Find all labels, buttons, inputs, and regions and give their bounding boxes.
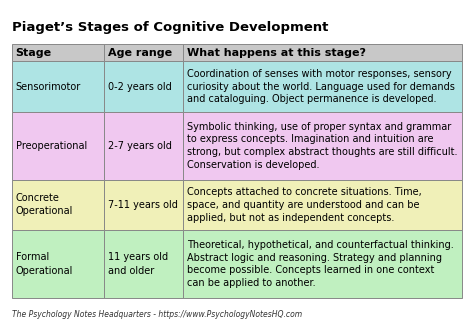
Text: Coordination of senses with motor responses, sensory
curiosity about the world. : Coordination of senses with motor respon…	[187, 69, 455, 104]
Text: What happens at this stage?: What happens at this stage?	[187, 48, 366, 58]
Text: 7-11 years old: 7-11 years old	[108, 200, 178, 210]
Text: 0-2 years old: 0-2 years old	[108, 82, 172, 92]
Text: The Psychology Notes Headquarters - https://www.PsychologyNotesHQ.com: The Psychology Notes Headquarters - http…	[12, 310, 302, 319]
Text: Formal
Operational: Formal Operational	[16, 252, 73, 276]
Text: Concrete
Operational: Concrete Operational	[16, 193, 73, 216]
Text: Preoperational: Preoperational	[16, 141, 87, 151]
Text: Age range: Age range	[108, 48, 172, 58]
Text: 11 years old
and older: 11 years old and older	[108, 252, 168, 276]
Text: Concepts attached to concrete situations. Time,
space, and quantity are understo: Concepts attached to concrete situations…	[187, 187, 421, 223]
Text: Theoretical, hypothetical, and counterfactual thinking.
Abstract logic and reaso: Theoretical, hypothetical, and counterfa…	[187, 240, 454, 288]
Text: Sensorimotor: Sensorimotor	[16, 82, 81, 92]
Text: Stage: Stage	[16, 48, 52, 58]
Text: 2-7 years old: 2-7 years old	[108, 141, 172, 151]
Text: Piaget’s Stages of Cognitive Development: Piaget’s Stages of Cognitive Development	[12, 21, 328, 35]
Text: Symbolic thinking, use of proper syntax and grammar
to express concepts. Imagina: Symbolic thinking, use of proper syntax …	[187, 121, 457, 170]
